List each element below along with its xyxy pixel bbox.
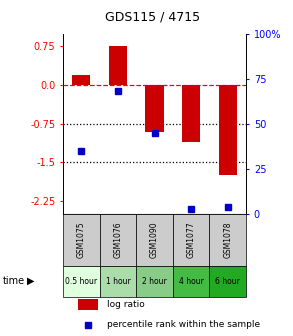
Text: GSM1075: GSM1075 bbox=[77, 221, 86, 258]
Text: 4 hour: 4 hour bbox=[179, 277, 204, 286]
Text: 2 hour: 2 hour bbox=[142, 277, 167, 286]
Text: 6 hour: 6 hour bbox=[215, 277, 240, 286]
Bar bbox=[63, 266, 100, 297]
Text: percentile rank within the sample: percentile rank within the sample bbox=[107, 320, 260, 329]
Bar bbox=[72, 75, 91, 85]
Bar bbox=[100, 266, 136, 297]
Text: time: time bbox=[3, 276, 25, 286]
Text: ▶: ▶ bbox=[27, 276, 35, 286]
Bar bbox=[100, 214, 136, 266]
Text: GSM1076: GSM1076 bbox=[113, 221, 122, 258]
Text: 0.5 hour: 0.5 hour bbox=[65, 277, 97, 286]
Bar bbox=[145, 85, 164, 132]
Bar bbox=[209, 266, 246, 297]
Text: GSM1090: GSM1090 bbox=[150, 221, 159, 258]
Bar bbox=[136, 266, 173, 297]
Bar bbox=[63, 214, 100, 266]
Bar bbox=[136, 214, 173, 266]
Text: 1 hour: 1 hour bbox=[105, 277, 130, 286]
Bar bbox=[182, 85, 200, 142]
Text: GSM1077: GSM1077 bbox=[187, 221, 196, 258]
Text: log ratio: log ratio bbox=[107, 300, 145, 309]
Bar bbox=[78, 299, 98, 310]
Bar bbox=[219, 85, 237, 175]
Text: GDS115 / 4715: GDS115 / 4715 bbox=[105, 10, 200, 24]
Text: GSM1078: GSM1078 bbox=[223, 221, 232, 258]
Bar bbox=[173, 214, 209, 266]
Bar bbox=[109, 46, 127, 85]
Bar bbox=[209, 214, 246, 266]
Bar bbox=[173, 266, 209, 297]
